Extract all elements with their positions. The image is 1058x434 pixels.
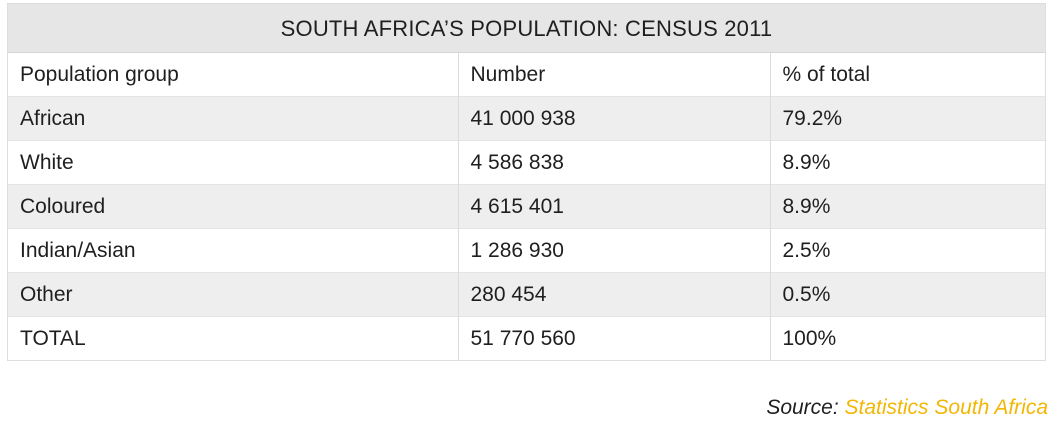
cell-percent: 79.2% (769, 96, 1045, 141)
table-row: Indian/Asian 1 286 930 2.5% (8, 228, 1045, 273)
table-title-row: SOUTH AFRICA’S POPULATION: CENSUS 2011 (8, 4, 1045, 53)
cell-percent: 2.5% (769, 228, 1045, 273)
cell-number: 4 615 401 (457, 184, 770, 229)
table-row: Coloured 4 615 401 8.9% (8, 184, 1045, 229)
cell-group: Indian/Asian (8, 228, 458, 273)
cell-group: Other (8, 272, 458, 317)
cell-percent: 0.5% (769, 272, 1045, 317)
table-header-row: Population group Number % of total (8, 52, 1045, 97)
cell-group: TOTAL (8, 316, 458, 360)
source-caption: Source: Statistics South Africa (766, 396, 1048, 420)
table-title: SOUTH AFRICA’S POPULATION: CENSUS 2011 (8, 4, 1045, 53)
cell-percent: 8.9% (769, 184, 1045, 229)
cell-group: White (8, 140, 458, 185)
population-table-container: SOUTH AFRICA’S POPULATION: CENSUS 2011 P… (7, 3, 1046, 361)
cell-group: Coloured (8, 184, 458, 229)
table-row-total: TOTAL 51 770 560 100% (8, 316, 1045, 360)
table-row: Other 280 454 0.5% (8, 272, 1045, 317)
cell-percent: 100% (769, 316, 1045, 360)
source-label: Source: (766, 396, 845, 419)
table-row: African 41 000 938 79.2% (8, 96, 1045, 141)
cell-number: 41 000 938 (457, 96, 770, 141)
table-row: White 4 586 838 8.9% (8, 140, 1045, 185)
cell-group: African (8, 96, 458, 141)
population-table: SOUTH AFRICA’S POPULATION: CENSUS 2011 P… (8, 4, 1045, 360)
cell-number: 51 770 560 (457, 316, 770, 360)
header-percent-of-total: % of total (769, 52, 1045, 97)
header-number: Number (457, 52, 770, 97)
cell-number: 280 454 (457, 272, 770, 317)
cell-number: 4 586 838 (457, 140, 770, 185)
source-link[interactable]: Statistics South Africa (844, 396, 1048, 419)
cell-number: 1 286 930 (457, 228, 770, 273)
header-population-group: Population group (8, 52, 458, 97)
cell-percent: 8.9% (769, 140, 1045, 185)
